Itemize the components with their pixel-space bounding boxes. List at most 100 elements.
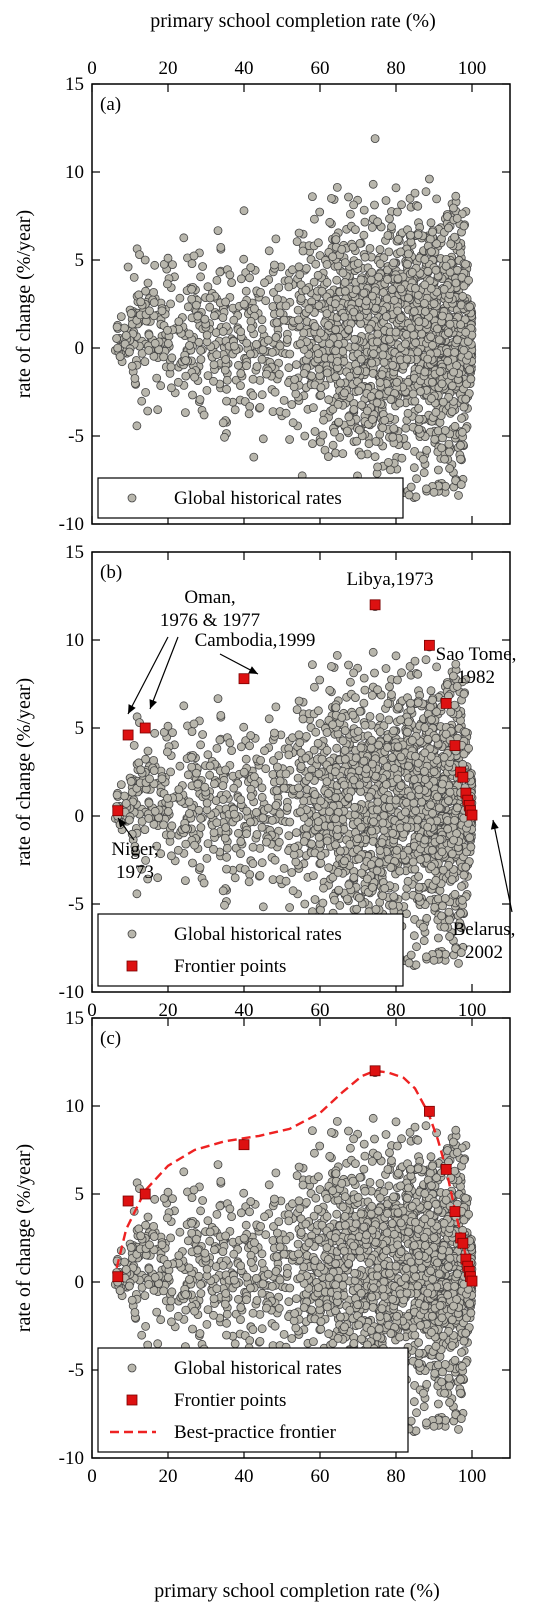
data-point [202,1320,212,1329]
data-point [384,247,394,257]
data-point [372,866,382,876]
data-point [137,396,147,406]
data-point [359,205,369,215]
data-point [218,795,228,804]
data-point [352,436,362,446]
data-point [368,414,377,424]
data-point [140,825,150,834]
data-point [423,354,433,364]
data-point [184,797,194,807]
data-point [388,828,398,838]
data-point [294,315,303,325]
legend-box [97,477,404,519]
annotation-arrowhead [118,818,127,828]
data-point [313,349,323,359]
panel-tag: (a) [100,94,121,115]
data-point [150,338,160,348]
data-point [409,775,419,784]
annotation-belarus: 2002 [465,942,503,963]
data-point [464,275,474,285]
data-point [112,334,121,343]
data-point [459,689,469,699]
data-point [285,435,295,444]
frontier-point [238,673,250,685]
frontier-point [457,771,469,783]
data-point [246,731,256,740]
data-point [233,360,243,370]
data-point [338,268,348,278]
data-point [451,191,461,201]
data-point [420,748,430,758]
data-point [352,904,362,914]
data-point [424,174,434,184]
data-point [324,395,334,405]
data-point [222,864,231,874]
data-point [414,414,424,424]
data-point [456,909,465,918]
data-point [120,791,129,801]
data-point [284,1297,294,1307]
data-point [452,682,462,691]
x-tick-label: 60 [311,58,330,79]
data-point [261,764,271,774]
data-point [188,390,197,400]
frontier-point [466,809,478,821]
data-point [437,779,447,789]
data-point [440,894,450,903]
data-point [272,318,282,328]
data-point [450,347,460,357]
data-point [220,833,230,843]
data-point [450,1355,460,1365]
data-point [365,243,375,253]
data-point [372,398,382,408]
data-point [246,792,256,801]
data-point [270,855,280,865]
data-point [175,761,185,771]
data-point [359,288,369,298]
data-point [310,427,320,436]
x-tick-label: 80 [387,58,406,79]
data-point [466,842,476,852]
data-point [362,296,371,306]
data-point [444,796,453,805]
frontier-point [112,805,124,817]
data-point [461,727,470,737]
x-tick-label: 40 [235,1466,254,1487]
data-point [209,360,219,370]
data-point [264,714,274,724]
y-tick-label: 5 [75,718,85,739]
data-point [140,357,150,367]
data-point [249,772,259,782]
data-point [236,381,245,391]
data-point [408,389,418,399]
data-point [144,798,154,808]
data-point [248,391,258,401]
data-point [249,304,259,314]
data-point [185,341,194,350]
y-tick-label: 5 [75,1184,85,1205]
data-point [296,293,306,303]
data-point [342,426,352,436]
data-point [222,843,232,853]
data-point [337,244,347,254]
data-point [215,267,225,277]
data-point [391,183,401,193]
data-point [370,668,379,678]
data-point [299,796,309,806]
legend-marker [127,929,137,939]
data-point [445,464,455,473]
data-point [447,849,457,859]
data-point [251,808,261,817]
data-point [316,390,326,400]
annotation-saotome: Sao Tome, [436,644,517,665]
data-point [136,297,146,307]
data-point [307,660,317,669]
data-point [387,753,397,762]
data-point [236,849,245,858]
data-point [209,828,219,838]
x-tick-label: 0 [87,58,97,79]
data-point [325,217,335,227]
data-point [174,785,184,794]
x-tick-label: 100 [458,1000,487,1021]
data-point [256,287,266,297]
